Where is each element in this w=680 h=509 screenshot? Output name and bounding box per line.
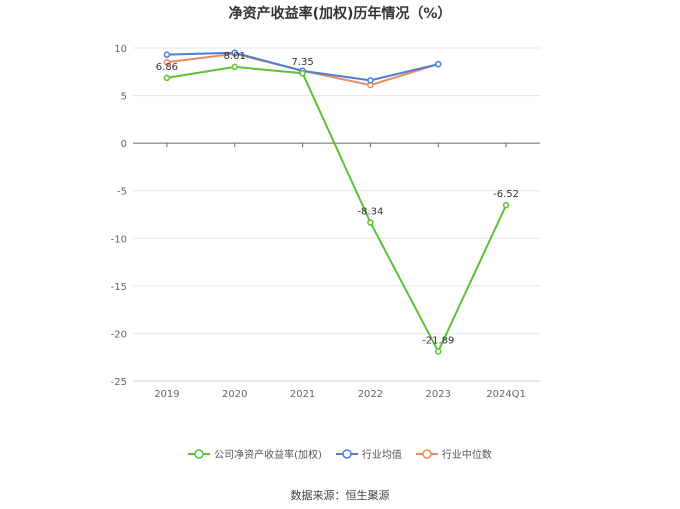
data-point-1 <box>435 60 442 68</box>
y-tick-label: -5 <box>117 187 127 198</box>
data-label: -6.52 <box>493 189 519 200</box>
legend-swatch-marker <box>342 448 352 459</box>
x-tick-label: 2022 <box>358 389 383 400</box>
legend-label: 公司净资产收益率(加权) <box>214 450 322 461</box>
legend: 公司净资产收益率(加权) 行业均值 行业中位数 <box>0 446 680 461</box>
legend-item[interactable]: 公司净资产收益率(加权) <box>188 446 322 461</box>
data-point-1 <box>231 49 238 57</box>
y-tick-label: -15 <box>111 282 127 293</box>
data-label: 6.86 <box>156 62 178 73</box>
legend-swatch-marker <box>422 448 432 459</box>
data-label: -21.89 <box>422 335 454 346</box>
legend-swatch-icon <box>415 448 438 459</box>
y-tick-label: -20 <box>111 329 127 340</box>
y-tick-label: 5 <box>121 92 127 103</box>
x-tick-label: 2021 <box>290 389 315 400</box>
data-point-1 <box>163 51 171 58</box>
data-point-0 <box>502 201 510 209</box>
legend-swatch-icon <box>335 448 358 459</box>
y-tick-label: -25 <box>111 377 127 388</box>
y-tick-label: 10 <box>114 44 127 55</box>
chart-title: 净资产收益率(加权)历年情况（%） <box>228 6 452 22</box>
x-tick-label: 2019 <box>154 389 179 400</box>
data-label: 7.35 <box>291 57 313 68</box>
x-tick-label: 2024Q1 <box>486 389 526 400</box>
data-point-2 <box>163 59 171 66</box>
legend-swatch-marker <box>194 448 204 459</box>
data-point-1 <box>367 77 374 84</box>
legend-label: 行业中位数 <box>441 450 492 461</box>
data-point-0 <box>435 348 442 355</box>
data-point-0 <box>163 74 171 82</box>
x-tick-label: 2023 <box>426 389 451 400</box>
data-label: -8.34 <box>357 206 383 217</box>
legend-label: 行业均值 <box>361 450 402 461</box>
source-note: 数据来源：恒生聚源 <box>290 489 390 502</box>
y-tick-label: 0 <box>121 139 127 150</box>
data-point-0 <box>299 69 306 77</box>
series-line-0 <box>166 65 507 354</box>
data-point-0 <box>367 219 374 226</box>
legend-item[interactable]: 行业均值 <box>335 446 402 461</box>
x-tick-label: 2020 <box>222 389 247 400</box>
legend-item[interactable]: 行业中位数 <box>415 446 492 461</box>
y-tick-label: -10 <box>111 234 127 245</box>
data-label: 8.01 <box>224 51 246 62</box>
legend-swatch-icon <box>188 448 211 459</box>
data-point-0 <box>231 63 238 71</box>
